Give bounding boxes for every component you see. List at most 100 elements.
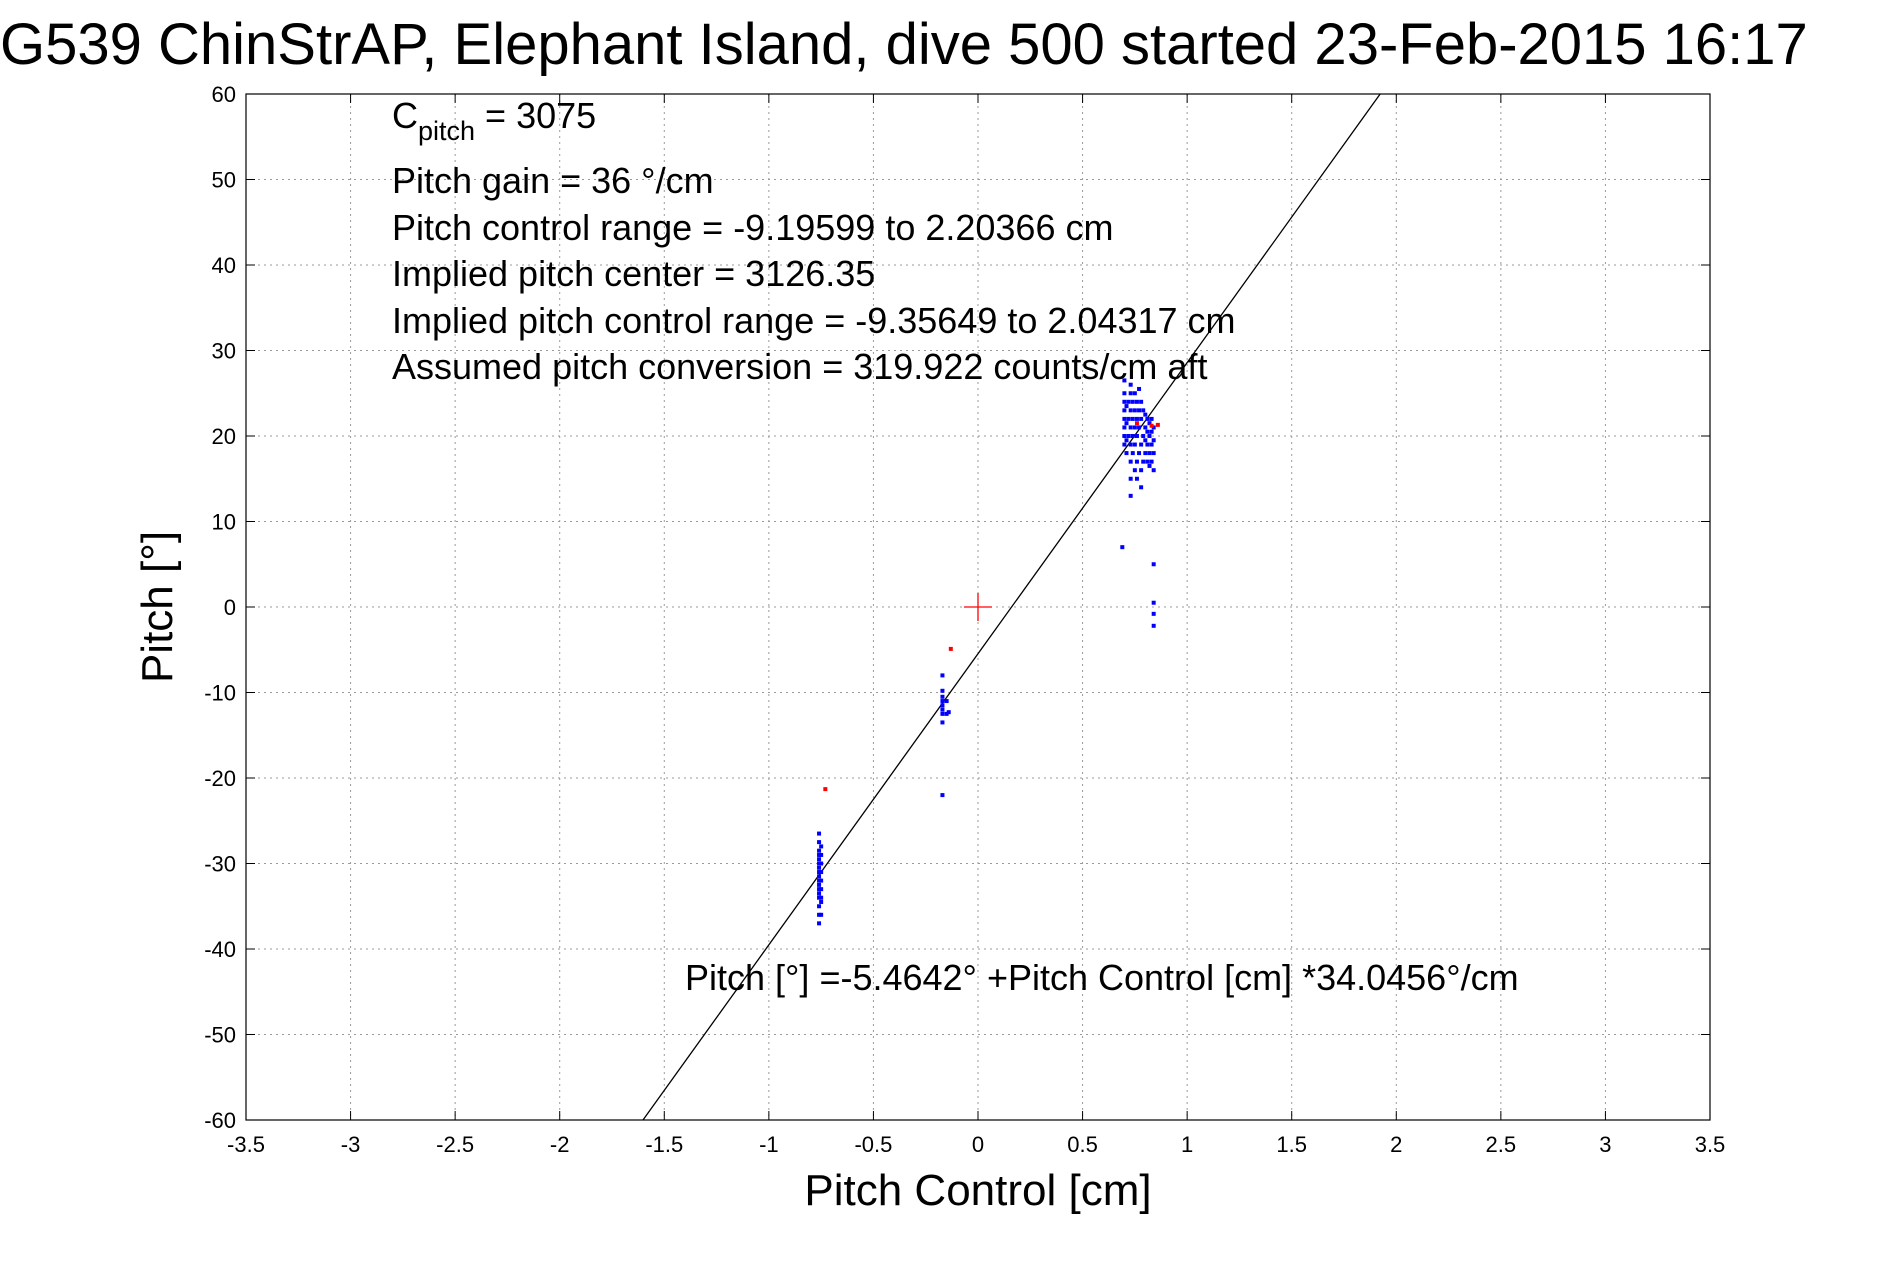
c-pitch-symbol: C — [392, 95, 418, 136]
data-point — [1145, 429, 1150, 434]
data-point — [1128, 493, 1133, 498]
fit-equation: Pitch [°] =-5.4642° +Pitch Control [cm] … — [685, 957, 1519, 998]
data-point — [1137, 451, 1142, 456]
data-point — [817, 861, 822, 866]
y-tick-label: -10 — [204, 681, 236, 706]
data-point — [940, 699, 945, 704]
data-point — [1143, 425, 1148, 430]
data-point — [1149, 423, 1154, 428]
chart-title: G539 ChinStrAP, Elephant Island, dive 50… — [0, 12, 1808, 77]
x-tick-label: -3 — [341, 1132, 361, 1157]
y-tick-label: 50 — [212, 168, 236, 193]
data-point — [817, 857, 822, 862]
data-points — [817, 378, 1160, 926]
data-point — [1151, 468, 1156, 473]
data-point — [1122, 416, 1127, 421]
grid-lines — [246, 94, 1710, 1120]
x-tick-label: 1 — [1181, 1132, 1193, 1157]
x-tick-label: 0 — [972, 1132, 984, 1157]
data-point — [1128, 391, 1133, 396]
data-point — [948, 646, 953, 651]
data-point — [817, 878, 822, 883]
x-tick-label: 3.5 — [1695, 1132, 1726, 1157]
annotation-control-range: Pitch control range = -9.19599 to 2.2036… — [392, 207, 1113, 248]
data-point — [1141, 408, 1146, 413]
data-point — [1128, 442, 1133, 447]
data-point — [1145, 459, 1150, 464]
data-point — [817, 865, 822, 870]
data-point — [1151, 438, 1156, 443]
data-point — [940, 707, 945, 712]
annotation-pitch-gain: Pitch gain = 36 °/cm — [392, 160, 714, 201]
x-tick-label: 3 — [1599, 1132, 1611, 1157]
data-point — [940, 793, 945, 798]
data-point — [1151, 623, 1156, 628]
data-point — [1134, 476, 1139, 481]
data-point — [1128, 382, 1133, 387]
data-point — [1128, 459, 1133, 464]
data-point — [819, 895, 824, 900]
data-point — [1149, 429, 1154, 434]
y-axis-label: Pitch [°] — [133, 531, 182, 683]
data-point — [819, 861, 824, 866]
data-point — [944, 711, 949, 716]
c-pitch-value: = 3075 — [475, 95, 596, 136]
y-tick-label: 0 — [224, 595, 236, 620]
data-point — [817, 904, 822, 909]
data-point — [819, 912, 824, 917]
data-point — [819, 870, 824, 875]
data-point — [944, 699, 949, 704]
data-point — [940, 703, 945, 708]
data-point — [817, 874, 822, 879]
data-point — [817, 852, 822, 857]
data-point — [1145, 416, 1150, 421]
data-point — [1132, 468, 1137, 473]
data-point — [1149, 459, 1154, 464]
data-point — [1143, 451, 1148, 456]
data-point — [1132, 408, 1137, 413]
data-point — [1134, 399, 1139, 404]
data-point — [1134, 421, 1139, 426]
data-point — [1145, 442, 1150, 447]
data-point — [940, 694, 945, 699]
x-tick-label: -1 — [759, 1132, 779, 1157]
data-point — [1124, 451, 1129, 456]
data-point — [1139, 468, 1144, 473]
y-tick-label: 60 — [212, 82, 236, 107]
data-point — [946, 710, 951, 715]
x-tick-label: 1.5 — [1276, 1132, 1307, 1157]
data-point — [1139, 442, 1144, 447]
data-point — [1122, 391, 1127, 396]
y-tick-label: -30 — [204, 852, 236, 877]
data-point — [1155, 422, 1160, 427]
y-tick-label: 10 — [212, 510, 236, 535]
y-tick-labels: -60 -50 -40 -30 -20 -10 0 10 20 30 40 50 60 — [204, 82, 236, 1133]
data-point — [1151, 425, 1156, 430]
data-point — [1122, 434, 1127, 438]
center-marker — [964, 593, 992, 621]
data-point — [819, 899, 824, 904]
annotation-pitch-center: Implied pitch center = 3126.35 — [392, 253, 875, 294]
data-point — [1122, 399, 1127, 404]
y-tick-label: -50 — [204, 1023, 236, 1048]
x-tick-label: -3.5 — [227, 1132, 265, 1157]
x-tick-label: 2.5 — [1486, 1132, 1517, 1157]
data-point — [1139, 416, 1144, 421]
data-point — [1132, 442, 1137, 447]
x-tick-label: -2.5 — [436, 1132, 474, 1157]
y-tick-label: -40 — [204, 937, 236, 962]
data-point — [817, 831, 822, 836]
y-tick-label: 20 — [212, 424, 236, 449]
data-point — [817, 848, 822, 853]
data-point — [1137, 408, 1142, 413]
data-point — [1149, 416, 1154, 421]
data-point — [940, 720, 945, 725]
data-point — [1149, 442, 1154, 447]
data-point — [1143, 438, 1148, 443]
data-point — [1143, 412, 1148, 417]
x-tick-labels: -3.5 -3 -2.5 -2 -1.5 -1 -0.5 0 0.5 1 1.5 2 2.5 3 3.5 — [227, 1132, 1725, 1157]
data-point — [1130, 434, 1135, 438]
data-point — [817, 895, 822, 900]
data-point — [819, 887, 824, 892]
